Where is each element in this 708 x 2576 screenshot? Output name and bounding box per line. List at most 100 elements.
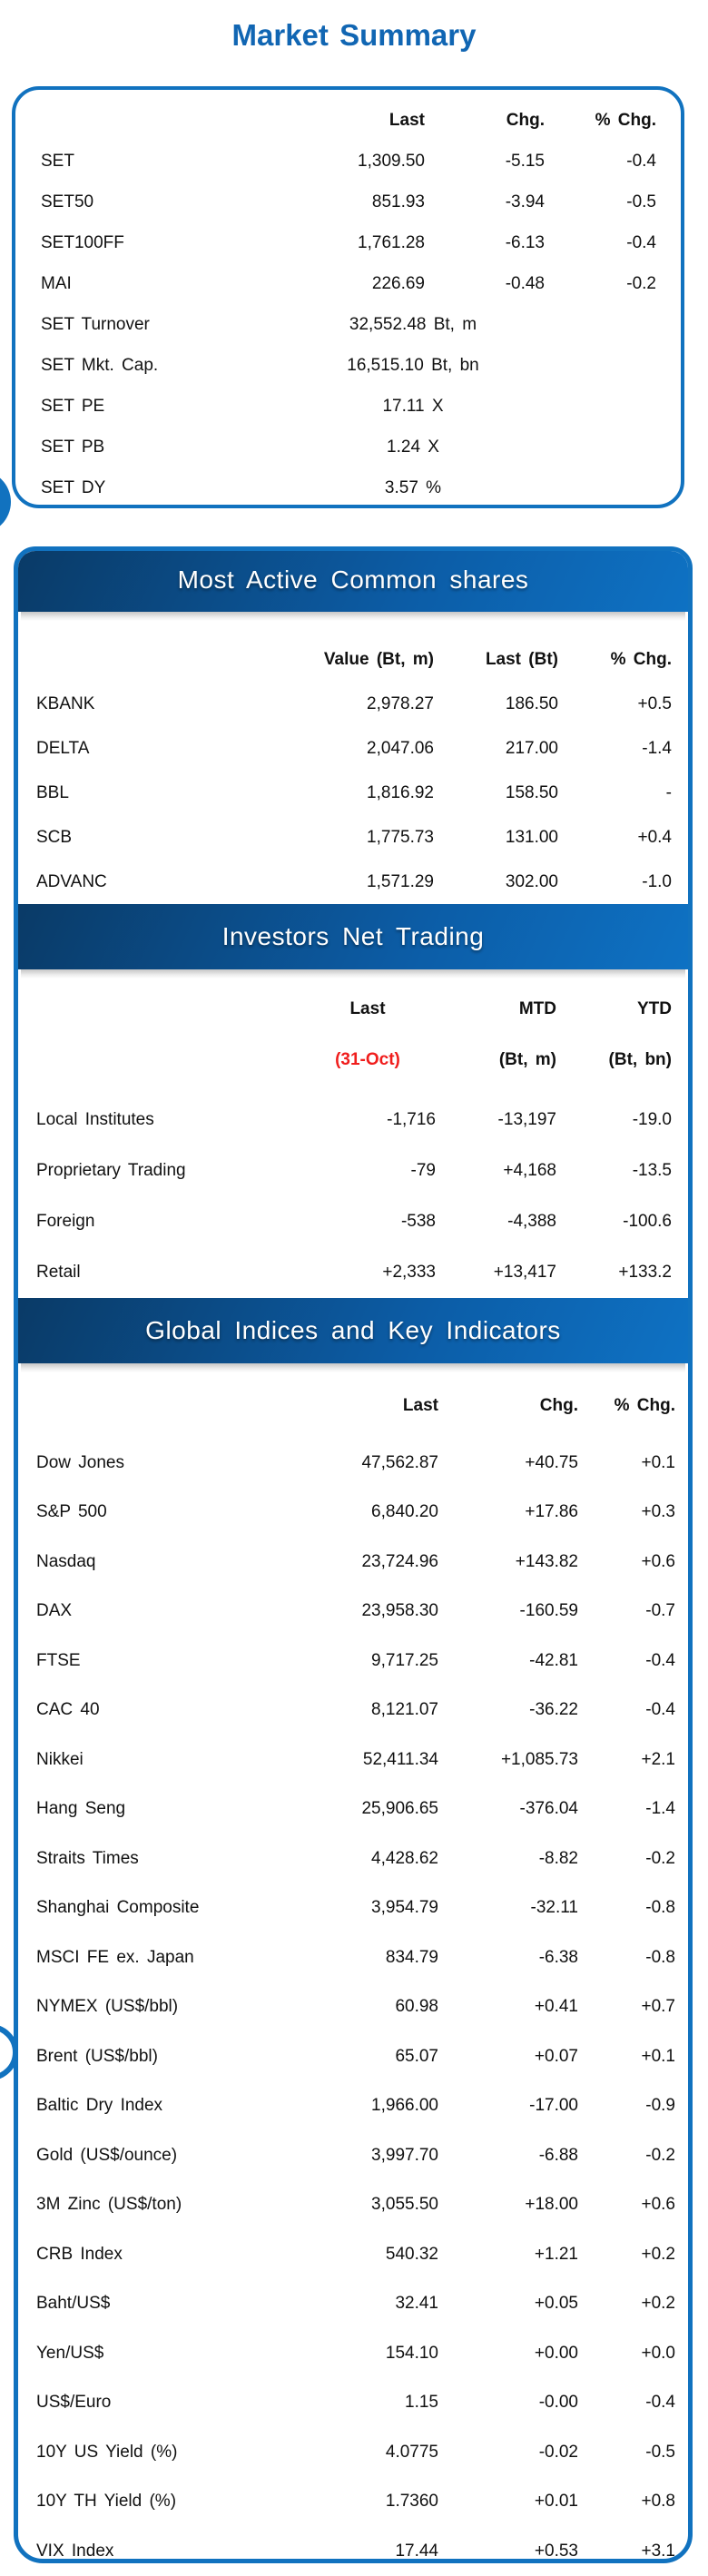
investors-table: Last MTD YTD (31-Oct) (Bt, m) (Bt, bn) L… xyxy=(18,984,688,1298)
row-label: SET50 xyxy=(41,192,94,211)
column-header: Last (Bt) xyxy=(485,649,558,669)
row-value: -3.94 xyxy=(505,192,545,211)
row-value: 9,717.25 xyxy=(371,1650,438,1670)
table-row: Foreign -538 -4,388 -100.6 xyxy=(18,1196,688,1247)
row-label: SET PE xyxy=(41,396,105,416)
table-subheader-row: (31-Oct) (Bt, m) (Bt, bn) xyxy=(18,1035,688,1086)
global-indices-rows: Dow Jones 47,562.87 +40.75 +0.1 S&P 500 6,840… xyxy=(18,1439,688,2561)
row-value: 32,552.48 Bt, m xyxy=(349,314,477,334)
row-value: 4.0775 xyxy=(385,2442,438,2462)
table-header-row: Last Chg. % Chg. xyxy=(18,1381,688,1431)
row-value: 131.00 xyxy=(505,827,558,847)
row-value: 3,055.50 xyxy=(371,2195,438,2215)
row-value: -0.8 xyxy=(645,1947,675,1967)
row-label: ADVANC xyxy=(36,871,107,891)
row-label: Nasdaq xyxy=(36,1551,96,1571)
row-value: 217.00 xyxy=(505,738,558,758)
row-value: -0.48 xyxy=(505,273,545,293)
row-value: +0.4 xyxy=(637,827,672,847)
row-value: -42.81 xyxy=(529,1650,578,1670)
row-value: 851.93 xyxy=(371,192,425,211)
table-row: SET50 851.93 -3.94 -0.5 xyxy=(15,182,681,222)
row-value: +40.75 xyxy=(525,1452,578,1472)
row-label: Nikkei xyxy=(36,1749,84,1769)
table-row: Brent (US$/bbl) 65.07 +0.07 +0.1 xyxy=(18,2032,688,2082)
row-value: 1,761.28 xyxy=(358,232,425,252)
row-label: Foreign xyxy=(36,1212,95,1231)
row-value: 2,047.06 xyxy=(367,738,434,758)
row-label: Yen/US$ xyxy=(36,2343,104,2363)
sections-box: Most Active Common shares Value (Bt, m) … xyxy=(14,546,693,2563)
row-label: 10Y TH Yield (%) xyxy=(36,2492,177,2512)
table-row: DAX 23,958.30 -160.59 -0.7 xyxy=(18,1587,688,1637)
row-label: MSCI FE ex. Japan xyxy=(36,1947,194,1967)
market-summary-index-rows: SET 1,309.50 -5.15 -0.4 SET50 851.93 -3.94 -0.5… xyxy=(15,141,681,304)
row-label: Gold (US$/ounce) xyxy=(36,2145,178,2165)
table-row: SET Mkt. Cap. 16,515.10 Bt, bn xyxy=(15,345,681,386)
table-row: MAI 226.69 -0.48 -0.2 xyxy=(15,263,681,304)
row-value: -6.88 xyxy=(538,2145,578,2165)
row-label: DELTA xyxy=(36,738,90,758)
row-value: +133.2 xyxy=(618,1263,672,1282)
row-value: 1.15 xyxy=(405,2393,438,2413)
row-value: +0.1 xyxy=(641,1452,675,1472)
section-header-shadow xyxy=(21,612,685,621)
table-row: S&P 500 6,840.20 +17.86 +0.3 xyxy=(18,1488,688,1538)
row-value: -17.00 xyxy=(529,2096,578,2116)
row-value: -0.2 xyxy=(645,1848,675,1868)
table-row: Baht/US$ 32.41 +0.05 +0.2 xyxy=(18,2279,688,2329)
row-label: NYMEX (US$/bbl) xyxy=(36,1997,179,2017)
table-row: SET PE 17.11 X xyxy=(15,386,681,427)
row-value: 17.44 xyxy=(395,2541,438,2561)
row-value: -19.0 xyxy=(632,1110,672,1129)
table-row: MSCI FE ex. Japan 834.79 -6.38 -0.8 xyxy=(18,1933,688,1983)
table-row: Hang Seng 25,906.65 -376.04 -1.4 xyxy=(18,1785,688,1834)
row-value: -376.04 xyxy=(519,1799,578,1819)
row-value: 186.50 xyxy=(505,693,558,713)
unit-label: (Bt, m) xyxy=(498,1050,556,1069)
row-value: 32.41 xyxy=(395,2294,438,2314)
row-value: +0.3 xyxy=(641,1502,675,1522)
most-active-section-header: Most Active Common shares xyxy=(18,551,688,612)
row-label: SET PB xyxy=(41,437,105,457)
row-label: DAX xyxy=(36,1601,73,1621)
table-row: US$/Euro 1.15 -0.00 -0.4 xyxy=(18,2378,688,2428)
table-row: SET DY 3.57 % xyxy=(15,467,681,508)
row-label: VIX Index xyxy=(36,2541,114,2561)
row-label: KBANK xyxy=(36,693,95,713)
row-value: 47,562.87 xyxy=(361,1452,438,1472)
table-row: Shanghai Composite 3,954.79 -32.11 -0.8 xyxy=(18,1883,688,1933)
row-value: -0.5 xyxy=(645,2442,675,2462)
row-value: -0.2 xyxy=(645,2145,675,2165)
column-header: Value (Bt, m) xyxy=(323,649,434,669)
row-value: +0.2 xyxy=(641,2294,675,2314)
row-value: 16,515.10 Bt, bn xyxy=(347,355,479,375)
table-row: CRB Index 540.32 +1.21 +0.2 xyxy=(18,2230,688,2280)
table-row: SCB 1,775.73 131.00 +0.4 xyxy=(18,815,688,860)
row-label: Dow Jones xyxy=(36,1452,124,1472)
row-label: Hang Seng xyxy=(36,1799,126,1819)
row-value: 3,954.79 xyxy=(371,1898,438,1918)
row-value: +0.2 xyxy=(641,2244,675,2264)
row-label: 10Y US Yield (%) xyxy=(36,2442,178,2462)
row-value: 8,121.07 xyxy=(371,1700,438,1720)
row-label: Brent (US$/bbl) xyxy=(36,2046,158,2066)
row-label: S&P 500 xyxy=(36,1502,107,1522)
table-row: Dow Jones 47,562.87 +40.75 +0.1 xyxy=(18,1439,688,1489)
row-value: +0.6 xyxy=(641,1551,675,1571)
row-value: 65.07 xyxy=(395,2046,438,2066)
row-value: 1,571.29 xyxy=(367,871,434,891)
row-label: Straits Times xyxy=(36,1848,139,1868)
decorative-filled-circle xyxy=(0,470,11,534)
row-value: +2,333 xyxy=(382,1263,436,1282)
most-active-table: Value (Bt, m) Last (Bt) % Chg. KBANK 2,97… xyxy=(18,637,688,904)
row-value: -100.6 xyxy=(623,1212,672,1231)
table-row: Nikkei 52,411.34 +1,085.73 +2.1 xyxy=(18,1735,688,1785)
row-value: -36.22 xyxy=(529,1700,578,1720)
row-label: Retail xyxy=(36,1263,81,1282)
row-value: +0.01 xyxy=(534,2492,578,2512)
page-title: Market Summary xyxy=(231,18,477,52)
row-value: +18.00 xyxy=(525,2195,578,2215)
row-value: +0.00 xyxy=(534,2343,578,2363)
row-label: CRB Index xyxy=(36,2244,123,2264)
